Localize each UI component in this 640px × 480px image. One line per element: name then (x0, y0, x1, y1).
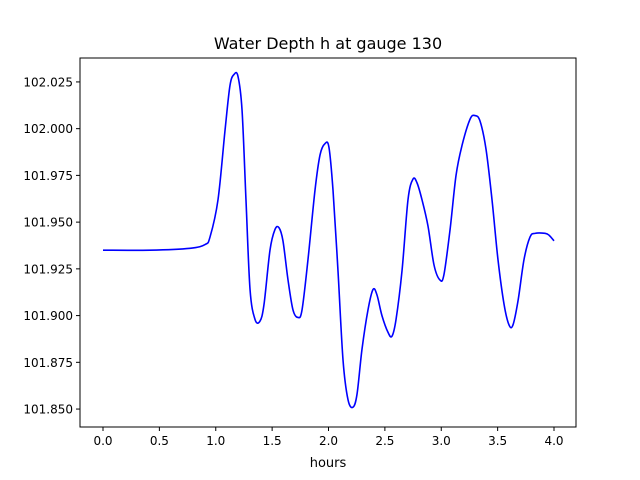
series-line-h (103, 71, 555, 409)
x-tick-label: 3.5 (488, 434, 507, 448)
x-tick-label: 3.0 (432, 434, 451, 448)
x-tick-label: 1.5 (263, 434, 282, 448)
y-tick-label: 102.025 (23, 75, 73, 89)
y-tick-label: 101.975 (23, 169, 73, 183)
x-tick-label: 2.0 (319, 434, 338, 448)
y-tick-label: 101.950 (23, 216, 73, 230)
y-tick-label: 101.925 (23, 262, 73, 276)
x-tick-label: 4.0 (544, 434, 563, 448)
x-tick-label: 0.0 (93, 434, 112, 448)
x-tick-label: 0.5 (150, 434, 169, 448)
y-tick-label: 102.000 (23, 122, 73, 136)
chart-title: Water Depth h at gauge 130 (214, 34, 442, 53)
x-tick-label: 2.5 (375, 434, 394, 448)
x-tick-label: 1.0 (206, 434, 225, 448)
x-axis-label: hours (310, 456, 347, 471)
y-tick-label: 101.900 (23, 309, 73, 323)
y-tick-label: 101.850 (23, 403, 73, 417)
plot-area-frame (79, 57, 577, 428)
y-tick-label: 101.875 (23, 356, 73, 370)
